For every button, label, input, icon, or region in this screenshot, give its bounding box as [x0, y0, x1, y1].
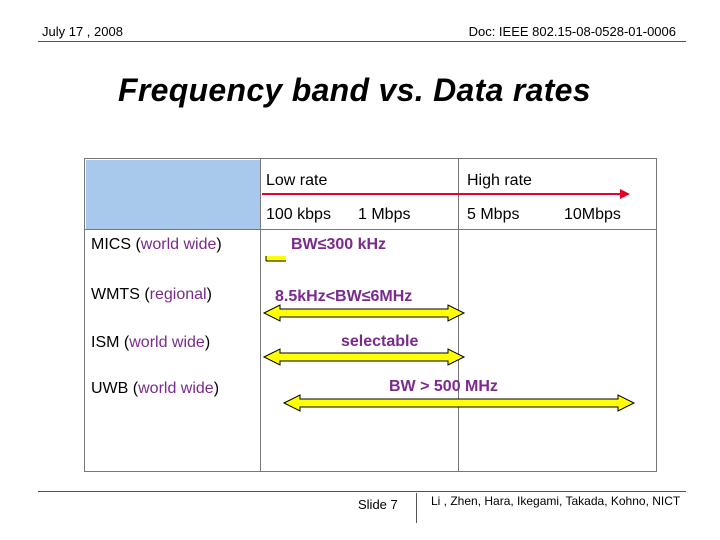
header-divider [38, 41, 686, 42]
rate-tick-1mbps: 1 Mbps [358, 206, 411, 223]
row-name: UWB [91, 380, 129, 397]
row-region: regional [149, 286, 207, 303]
row-label-ism: ISM (world wide) [91, 334, 211, 351]
slide-number: Slide 7 [358, 497, 398, 512]
band-label-ism: selectable [341, 333, 419, 350]
row-name: WMTS [91, 286, 140, 303]
row-label-uwb: UWB (world wide) [91, 380, 220, 397]
band-label-wmts: 8.5kHz<BW≤6MHz [275, 288, 413, 305]
slide-title: Frequency band vs. Data rates [118, 72, 591, 108]
band-arrow-mics [265, 256, 286, 262]
row-region: world wide [129, 334, 205, 351]
rates-table [84, 158, 657, 472]
table-column-divider-1 [260, 158, 261, 472]
header-date: July 17 , 2008 [42, 24, 123, 39]
table-corner-cell [86, 160, 260, 229]
rate-tick-10mbps: 10Mbps [564, 206, 621, 223]
footer-divider [38, 491, 686, 492]
band-label-uwb: BW > 500 MHz [389, 378, 498, 395]
band-arrow-uwb [282, 394, 636, 412]
low-rate-header: Low rate [266, 172, 328, 189]
band-label-mics: BW≤300 kHz [291, 236, 387, 253]
high-rate-header: High rate [467, 172, 532, 189]
band-arrow-wmts [262, 304, 466, 322]
header-doc-id: Doc: IEEE 802.15-08-0528-01-0006 [468, 24, 676, 39]
row-label-mics: MICS (world wide) [91, 236, 222, 253]
row-name: ISM [91, 334, 120, 351]
row-region: world wide [138, 380, 214, 397]
row-region: world wide [140, 236, 217, 253]
row-label-wmts: WMTS (regional) [91, 286, 212, 303]
table-header-divider [84, 229, 657, 230]
footer-separator [416, 493, 417, 523]
rate-tick-100kbps: 100 kbps [266, 206, 331, 223]
rate-tick-5mbps: 5 Mbps [467, 206, 520, 223]
row-name: MICS [91, 236, 131, 253]
footer-authors: Li , Zhen, Hara, Ikegami, Takada, Kohno,… [431, 494, 681, 508]
band-arrow-ism [262, 348, 466, 366]
